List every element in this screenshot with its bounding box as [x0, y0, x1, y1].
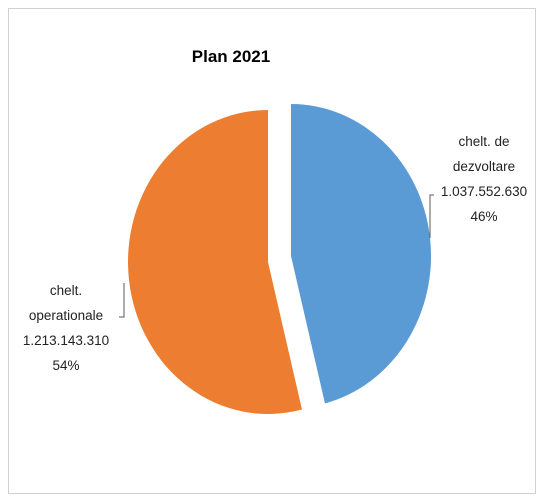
- label-value: 1.037.552.630: [441, 184, 527, 199]
- label-value: 1.213.143.310: [23, 333, 109, 348]
- label-percent: 54%: [52, 358, 79, 373]
- leader-line-operationale: [119, 283, 125, 318]
- label-line-1: chelt.: [50, 283, 82, 298]
- data-label-dezvoltare: chelt. de dezvoltare 1.037.552.630 46%: [441, 134, 527, 224]
- chart-title: Plan 2021: [192, 47, 270, 66]
- pie-slice-dezvoltare: [291, 104, 432, 404]
- label-line-1: chelt. de: [458, 134, 509, 149]
- leader-line-dezvoltare: [429, 194, 434, 238]
- label-line-2: dezvoltare: [453, 159, 515, 174]
- label-percent: 46%: [470, 209, 497, 224]
- data-label-operationale: chelt. operationale 1.213.143.310 54%: [23, 283, 109, 373]
- pie-slice-operationale: [128, 110, 302, 414]
- label-line-2: operationale: [29, 308, 103, 323]
